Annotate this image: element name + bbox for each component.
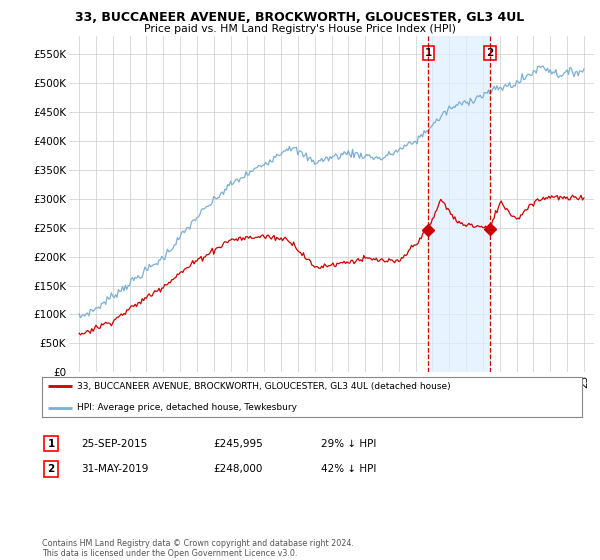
Text: 1: 1 — [425, 48, 432, 58]
Text: £248,000: £248,000 — [213, 464, 262, 474]
Bar — [428, 36, 490, 372]
Text: 42% ↓ HPI: 42% ↓ HPI — [321, 464, 376, 474]
Text: 2: 2 — [487, 48, 494, 58]
Text: £245,995: £245,995 — [213, 438, 263, 449]
Text: HPI: Average price, detached house, Tewkesbury: HPI: Average price, detached house, Tewk… — [77, 403, 297, 412]
Text: 1: 1 — [47, 438, 55, 449]
Text: 2: 2 — [47, 464, 55, 474]
Text: Price paid vs. HM Land Registry's House Price Index (HPI): Price paid vs. HM Land Registry's House … — [144, 24, 456, 34]
Text: Contains HM Land Registry data © Crown copyright and database right 2024.
This d: Contains HM Land Registry data © Crown c… — [42, 539, 354, 558]
Text: 33, BUCCANEER AVENUE, BROCKWORTH, GLOUCESTER, GL3 4UL (detached house): 33, BUCCANEER AVENUE, BROCKWORTH, GLOUCE… — [77, 382, 451, 391]
Text: 33, BUCCANEER AVENUE, BROCKWORTH, GLOUCESTER, GL3 4UL: 33, BUCCANEER AVENUE, BROCKWORTH, GLOUCE… — [76, 11, 524, 24]
Text: 29% ↓ HPI: 29% ↓ HPI — [321, 438, 376, 449]
Text: 25-SEP-2015: 25-SEP-2015 — [81, 438, 147, 449]
Text: 31-MAY-2019: 31-MAY-2019 — [81, 464, 148, 474]
